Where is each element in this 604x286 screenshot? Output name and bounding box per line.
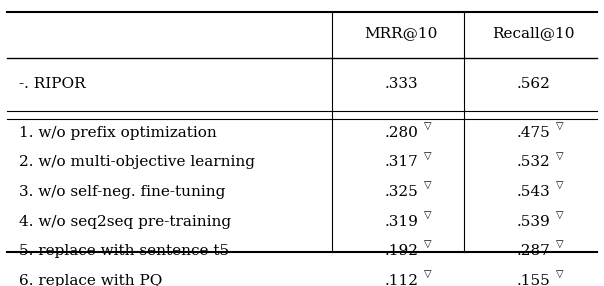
Text: .532: .532 — [516, 155, 550, 169]
Text: 6. replace with PQ: 6. replace with PQ — [19, 274, 163, 286]
Text: ▽: ▽ — [424, 151, 432, 160]
Text: .287: .287 — [516, 244, 550, 258]
Text: ▽: ▽ — [556, 151, 564, 160]
Text: ▽: ▽ — [424, 210, 432, 220]
Text: ▽: ▽ — [556, 181, 564, 190]
Text: ▽: ▽ — [424, 240, 432, 249]
Text: 3. w/o self-neg. fine-tuning: 3. w/o self-neg. fine-tuning — [19, 185, 226, 199]
Text: 4. w/o seq2seq pre-training: 4. w/o seq2seq pre-training — [19, 214, 231, 229]
Text: .155: .155 — [516, 274, 550, 286]
Text: 5. replace with sentence t5: 5. replace with sentence t5 — [19, 244, 230, 258]
Text: .192: .192 — [384, 244, 418, 258]
Text: ▽: ▽ — [556, 210, 564, 220]
Text: 1. w/o prefix optimization: 1. w/o prefix optimization — [19, 126, 217, 140]
Text: MRR@10: MRR@10 — [365, 27, 438, 41]
Text: .280: .280 — [384, 126, 418, 140]
Text: .317: .317 — [384, 155, 418, 169]
Text: ▽: ▽ — [556, 122, 564, 131]
Text: ▽: ▽ — [424, 122, 432, 131]
Text: Recall@10: Recall@10 — [492, 27, 575, 41]
Text: .112: .112 — [384, 274, 418, 286]
Text: ▽: ▽ — [556, 240, 564, 249]
Text: .562: .562 — [516, 77, 550, 91]
Text: ▽: ▽ — [424, 181, 432, 190]
Text: .319: .319 — [384, 214, 418, 229]
Text: 2. w/o multi-objective learning: 2. w/o multi-objective learning — [19, 155, 255, 169]
Text: .333: .333 — [384, 77, 418, 91]
Text: .539: .539 — [516, 214, 550, 229]
Text: ▽: ▽ — [556, 270, 564, 279]
Text: .543: .543 — [516, 185, 550, 199]
Text: -. RIPOR: -. RIPOR — [19, 77, 86, 91]
Text: .475: .475 — [516, 126, 550, 140]
Text: ▽: ▽ — [424, 270, 432, 279]
Text: .325: .325 — [384, 185, 418, 199]
